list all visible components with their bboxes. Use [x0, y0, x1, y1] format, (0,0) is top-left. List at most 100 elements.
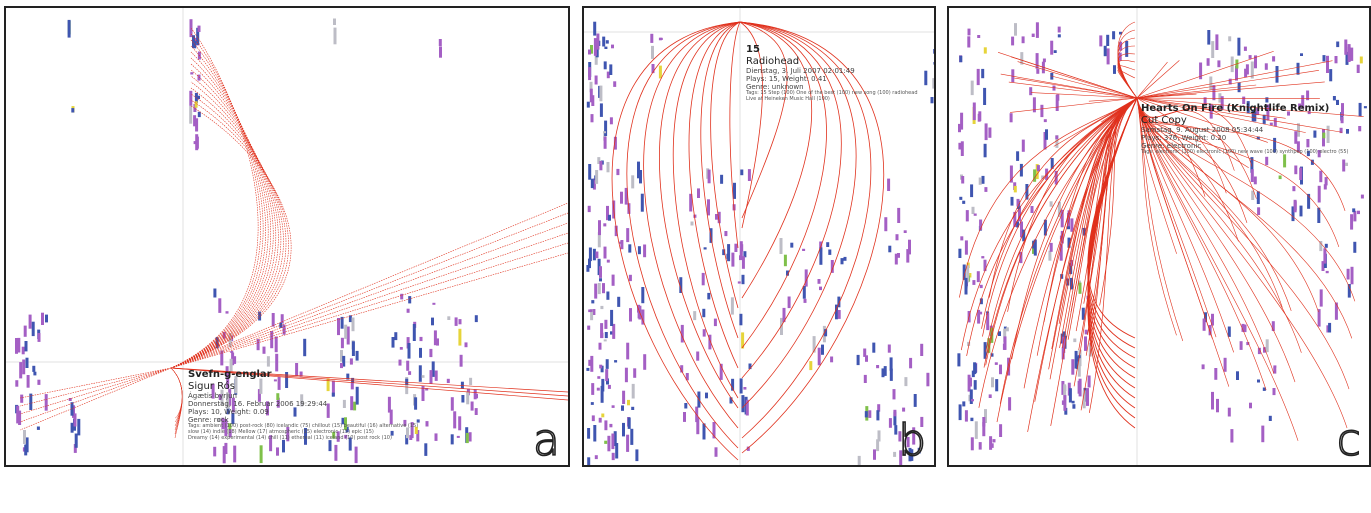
listen-mark	[741, 274, 745, 285]
listen-mark	[613, 136, 617, 150]
listen-mark	[193, 141, 197, 145]
listen-mark	[389, 409, 393, 425]
listen-mark	[972, 280, 976, 285]
listen-mark	[782, 307, 786, 323]
listen-mark	[983, 143, 987, 158]
panel-b-info: 15 Radiohead Dienstag, 3. Juli 2007 02:0…	[746, 44, 918, 103]
listen-mark	[447, 316, 451, 320]
listen-mark	[683, 412, 686, 422]
play-date: Dienstag, 3. Juli 2007 02:01:49	[746, 67, 855, 75]
panel-a-plot	[6, 8, 568, 465]
listen-mark	[16, 405, 20, 424]
listen-mark	[727, 244, 731, 262]
relation-arc	[1136, 97, 1177, 336]
listen-mark	[1243, 324, 1247, 333]
listen-mark	[234, 376, 238, 394]
listen-mark	[995, 379, 999, 392]
listen-mark	[225, 311, 229, 314]
genre: Genre: electronic	[1141, 142, 1202, 151]
listen-mark	[460, 381, 464, 389]
listen-mark	[984, 409, 987, 423]
relation-arc	[611, 21, 741, 461]
listen-mark	[600, 323, 604, 339]
listen-mark	[1294, 165, 1298, 175]
listen-mark	[741, 395, 745, 413]
listen-mark	[908, 447, 912, 462]
listen-mark	[304, 428, 307, 445]
listen-mark	[1052, 85, 1056, 91]
listen-mark	[1074, 350, 1078, 369]
listen-mark	[1251, 109, 1255, 122]
tags-line: Tags: 15 Step (100) One of the best (100…	[746, 90, 918, 97]
listen-mark	[863, 348, 867, 357]
listen-mark	[1299, 205, 1303, 217]
listen-mark	[598, 220, 601, 236]
relation-arc	[19, 367, 172, 423]
listen-mark	[331, 380, 335, 396]
listen-mark	[257, 389, 261, 402]
listen-mark	[1307, 110, 1311, 115]
listen-mark	[77, 418, 81, 436]
relation-arc	[982, 97, 1138, 337]
listen-mark	[1062, 331, 1066, 336]
listen-mark	[433, 330, 437, 346]
listen-mark	[595, 251, 599, 259]
listen-mark	[408, 296, 412, 304]
listen-mark	[741, 256, 745, 269]
listen-mark	[1317, 207, 1321, 223]
listen-mark	[1201, 364, 1205, 370]
listen-mark	[680, 324, 684, 343]
listen-mark	[1339, 127, 1343, 134]
listen-mark	[1296, 141, 1300, 153]
listen-mark	[588, 247, 592, 262]
listen-mark	[588, 258, 591, 269]
listen-mark	[1021, 139, 1025, 152]
listen-mark	[593, 38, 597, 56]
listen-mark	[1266, 104, 1270, 121]
listen-mark	[598, 417, 602, 423]
listen-mark	[286, 427, 290, 442]
listen-mark	[340, 350, 343, 362]
listen-mark	[1294, 131, 1298, 144]
listen-mark	[342, 399, 346, 408]
listen-mark	[843, 256, 847, 261]
relation-arc	[19, 367, 172, 415]
listen-mark	[1070, 260, 1074, 266]
listen-mark	[1230, 429, 1234, 443]
listen-mark	[459, 354, 463, 367]
listen-mark	[601, 378, 605, 392]
listen-mark	[221, 417, 225, 430]
listen-mark	[1035, 53, 1039, 69]
listen-mark	[1283, 154, 1287, 168]
relation-arc	[170, 39, 264, 369]
listen-mark	[351, 341, 355, 356]
listen-mark	[425, 388, 429, 391]
listen-mark	[590, 402, 594, 405]
listen-mark	[1084, 336, 1087, 351]
listen-mark	[17, 337, 21, 353]
relation-arc	[1136, 97, 1177, 254]
listen-mark	[334, 444, 338, 461]
listen-mark	[1003, 328, 1007, 343]
listen-mark	[977, 309, 981, 324]
listen-mark	[610, 309, 614, 326]
listen-mark	[438, 39, 442, 47]
listen-mark	[917, 447, 921, 454]
listen-mark	[983, 342, 987, 359]
listen-mark	[959, 196, 963, 200]
listen-mark	[971, 206, 975, 214]
listen-mark	[967, 36, 971, 48]
listen-mark	[958, 123, 961, 133]
listen-mark	[215, 339, 219, 349]
listen-mark	[344, 417, 347, 430]
listen-mark	[1344, 39, 1348, 55]
listen-mark	[406, 337, 410, 349]
listen-mark	[1228, 78, 1232, 85]
listen-mark	[1291, 206, 1295, 222]
relation-arc	[19, 367, 172, 431]
artist-name: Sigur Rós	[188, 380, 235, 392]
listen-mark	[802, 248, 806, 251]
relation-arc	[19, 367, 172, 399]
listen-mark	[1334, 56, 1338, 64]
relation-arc	[170, 232, 568, 369]
